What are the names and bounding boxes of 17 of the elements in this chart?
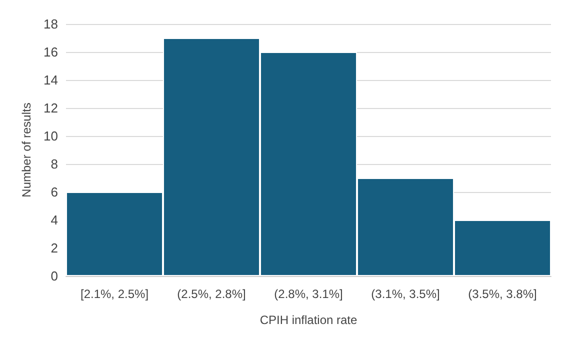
y-tick-label: 6 — [50, 184, 58, 200]
x-tick-label: (3.5%, 3.8%] — [468, 287, 537, 301]
y-axis-title: Number of results — [20, 102, 34, 198]
y-tick-label: 2 — [50, 240, 58, 256]
y-tick-label: 8 — [50, 156, 58, 172]
y-tick-label: 18 — [44, 16, 58, 32]
y-tick-label: 12 — [44, 100, 58, 116]
x-tick-label: [2.1%, 2.5%] — [80, 287, 149, 301]
x-tick-label: (2.8%, 3.1%] — [274, 287, 343, 301]
x-tick-label: (2.5%, 2.8%] — [177, 287, 246, 301]
x-tick-label: (3.1%, 3.5%] — [371, 287, 440, 301]
y-tick-label: 14 — [44, 72, 58, 88]
y-tick-label: 10 — [44, 128, 58, 144]
y-tick-label: 4 — [50, 212, 58, 228]
y-tick-label: 16 — [44, 44, 58, 60]
x-axis-title: CPIH inflation rate — [260, 313, 358, 327]
y-tick-label: 0 — [50, 268, 58, 284]
